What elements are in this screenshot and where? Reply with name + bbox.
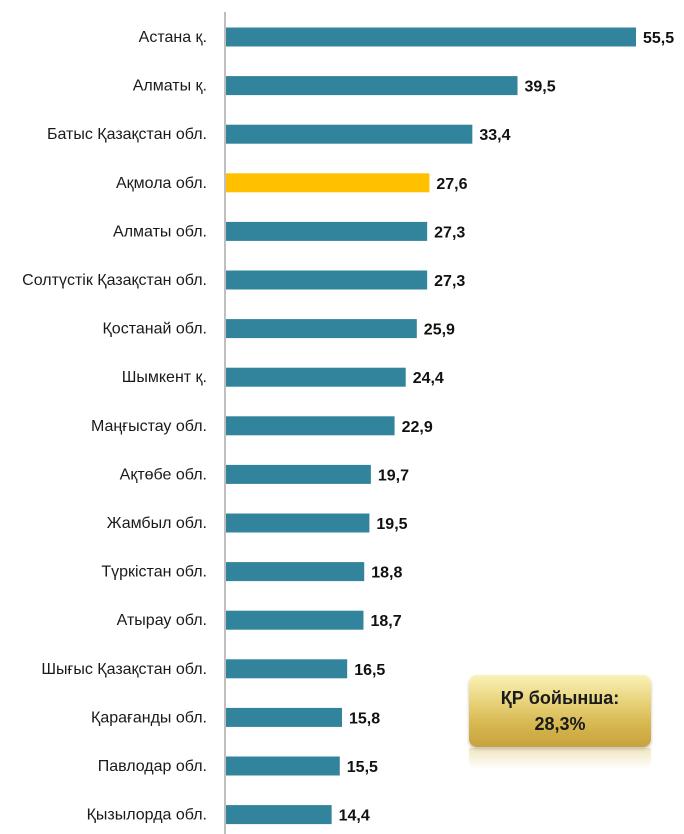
value-label: 39,5 bbox=[525, 79, 556, 96]
national-summary-badge: ҚР бойынша: 28,3% bbox=[469, 675, 651, 747]
value-label: 15,5 bbox=[347, 759, 378, 776]
value-label: 19,5 bbox=[376, 516, 407, 533]
bar bbox=[226, 513, 370, 533]
value-label: 24,4 bbox=[413, 370, 444, 387]
value-label: 16,5 bbox=[354, 662, 385, 679]
bar bbox=[226, 319, 417, 339]
bar bbox=[226, 707, 343, 727]
bar bbox=[226, 221, 428, 241]
category-label: Алматы қ. bbox=[133, 78, 207, 95]
value-label: 15,8 bbox=[349, 710, 380, 727]
bar bbox=[226, 124, 473, 144]
category-label: Жамбыл обл. bbox=[107, 515, 207, 532]
value-label: 33,4 bbox=[479, 127, 510, 144]
category-label: Түркістан обл. bbox=[101, 564, 207, 581]
category-label: Қарағанды обл. bbox=[91, 709, 207, 726]
bar bbox=[226, 367, 406, 387]
bar bbox=[226, 76, 518, 96]
summary-badge-reflection bbox=[469, 748, 651, 770]
bar bbox=[226, 659, 348, 679]
value-label: 14,4 bbox=[339, 808, 370, 825]
category-label: Атырау обл. bbox=[117, 612, 207, 629]
value-label: 55,5 bbox=[643, 30, 674, 47]
category-label: Шығыс Қазақстан обл. bbox=[41, 661, 207, 678]
value-label: 18,8 bbox=[371, 565, 402, 582]
category-label: Маңғыстау обл. bbox=[91, 418, 207, 435]
category-label: Павлодар обл. bbox=[98, 758, 207, 775]
value-label: 19,7 bbox=[378, 467, 409, 484]
bar bbox=[226, 805, 332, 825]
bar bbox=[226, 610, 364, 630]
bar bbox=[226, 27, 636, 47]
bar bbox=[226, 416, 395, 436]
bar bbox=[226, 173, 430, 193]
value-label: 27,3 bbox=[434, 224, 465, 241]
category-label: Астана қ. bbox=[139, 29, 207, 46]
category-label: Алматы обл. bbox=[113, 223, 207, 240]
value-label: 18,7 bbox=[370, 613, 401, 630]
category-label: Қостанай обл. bbox=[102, 321, 207, 338]
bars-group: Астана қ. 55,5 Алматы қ. 39,5 Батыс Қазақста… bbox=[22, 27, 674, 825]
value-label: 25,9 bbox=[424, 322, 455, 339]
category-label: Батыс Қазақстан обл. bbox=[47, 126, 207, 143]
summary-value: 28,3% bbox=[534, 714, 586, 734]
bar bbox=[226, 756, 340, 776]
category-label: Шымкент қ. bbox=[122, 369, 207, 386]
category-label: Ақмола обл. bbox=[116, 175, 207, 192]
category-label: Ақтөбе обл. bbox=[120, 466, 207, 483]
value-label: 27,6 bbox=[436, 176, 467, 193]
value-label: 22,9 bbox=[402, 419, 433, 436]
category-label: Солтүстік Қазақстан обл. bbox=[22, 272, 207, 289]
bar bbox=[226, 464, 371, 484]
value-label: 27,3 bbox=[434, 273, 465, 290]
summary-label: ҚР бойынша: bbox=[500, 688, 620, 708]
bar bbox=[226, 270, 428, 290]
category-label: Қызылорда обл. bbox=[87, 807, 207, 824]
bar bbox=[226, 562, 365, 582]
